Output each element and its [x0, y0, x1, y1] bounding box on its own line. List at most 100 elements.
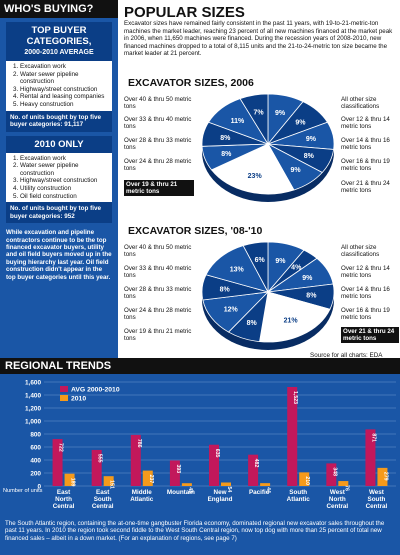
pie-0810-label: Over 28 & thru 33 metric tons	[124, 286, 192, 300]
bar-value-label: 151	[109, 480, 115, 489]
x-tick-label: Central	[326, 503, 348, 510]
sidebar-note: While excavation and pipeline contractor…	[6, 229, 112, 281]
only-2010-heading: 2010 ONLY	[6, 135, 112, 153]
list-item: Utility construction	[20, 185, 108, 193]
pie-2006-label: Over 21 & thru 24 metric tons	[341, 180, 390, 194]
x-tick-label: West	[369, 489, 385, 496]
top-buyer-heading: TOP BUYER CATEGORIES, 2000-2010 AVERAGE	[6, 22, 112, 61]
pie-2006-label: Over 14 & thru 16 metric tons	[341, 137, 390, 151]
x-tick-label: North	[329, 496, 346, 503]
top-buyer-card: TOP BUYER CATEGORIES, 2000-2010 AVERAGE …	[6, 22, 112, 132]
pie-slice-label: 8%	[306, 293, 317, 300]
pie-0810-label: Over 19 & thru 21 metric tons	[124, 328, 192, 342]
bar-value-label: 189	[70, 478, 76, 487]
y-tick-label: 1,400	[25, 392, 41, 399]
x-tick-label: New	[214, 489, 227, 496]
legend-label: AVG 2000-2010	[71, 387, 120, 394]
x-tick-label: England	[208, 496, 233, 503]
pie-slice-label: 11%	[231, 118, 245, 125]
pie-2006-label: Over 33 & thru 40 metric tons	[124, 116, 192, 130]
y-tick-label: 1,200	[25, 405, 41, 412]
regional-trends-title: REGIONAL TRENDS	[0, 358, 400, 374]
list-item: Excavation work	[20, 155, 108, 163]
bar	[221, 482, 231, 486]
pie-slice-label: 9%	[302, 275, 313, 282]
y-axis-label: Number of units	[3, 488, 43, 494]
bar	[130, 434, 141, 486]
bar-value-label: 54	[226, 486, 232, 492]
x-tick-label: South	[368, 496, 386, 503]
list-item: Rental and leasing companies	[20, 93, 108, 101]
x-tick-label: Central	[366, 503, 388, 510]
bar-value-label: 237	[148, 475, 154, 484]
y-tick-label: 1,000	[25, 418, 41, 425]
pie-slice-label: 12%	[224, 307, 239, 314]
pie-0810-label: Over 33 & thru 40 metric tons	[124, 265, 192, 279]
top-buyer-list: Excavation work Water sewer pipeline con…	[6, 61, 112, 111]
bar-value-label: 43	[187, 487, 193, 493]
x-tick-label: East	[96, 489, 110, 496]
pie-2006-label: Over 24 & thru 28 metric tons	[124, 158, 192, 172]
x-tick-label: South	[94, 496, 112, 503]
list-item: Highway/street construction	[20, 86, 108, 94]
bar	[142, 470, 153, 486]
pie-2006-label-highlight: Over 19 & thru 21 metric tons	[124, 180, 194, 196]
bar-value-label: 871	[370, 433, 376, 442]
pie-slice-label: 9%	[275, 110, 286, 117]
y-tick-label: 1,600	[25, 379, 41, 386]
x-tick-label: Atlantic	[287, 496, 311, 503]
pie-slice-label: 9%	[290, 167, 301, 174]
x-tick-label: Atlantic	[130, 496, 154, 503]
top-buyer-title: TOP BUYER CATEGORIES,	[26, 25, 92, 47]
pie-0810-title: EXCAVATOR SIZES, '08-'10	[128, 225, 263, 237]
y-tick-label: 400	[30, 457, 41, 464]
pie-slice	[205, 245, 269, 293]
bar	[181, 483, 192, 486]
x-tick-label: Middle	[132, 489, 152, 496]
list-item: Excavation work	[20, 63, 108, 71]
x-tick-label: Mountain	[167, 489, 195, 496]
x-tick-label: North	[55, 496, 72, 503]
pie-slice	[259, 291, 331, 343]
legend-swatch	[60, 395, 68, 401]
regional-bar-chart: 0 200 400 600 800 1,000 1,200 1,400 1,600 Number …	[0, 374, 400, 519]
pie-slice	[242, 241, 269, 293]
bar	[299, 472, 310, 486]
pie-0810-chart: 9%4%9%8%21%8%12%8%13%6%	[201, 241, 335, 350]
bar	[169, 460, 180, 486]
popular-sizes-intro: Excavator sizes have remained fairly con…	[124, 20, 393, 58]
bar	[209, 444, 219, 486]
top-buyer-footer: No. of units bought by top five buyer ca…	[6, 110, 112, 132]
bar	[377, 467, 388, 486]
bar	[260, 483, 271, 486]
list-item: Water sewer pipeline construction	[20, 71, 108, 86]
bar-value-label: 786	[136, 439, 142, 448]
bar	[338, 481, 349, 486]
bar	[365, 429, 376, 486]
pie-slice-label: 21%	[284, 318, 299, 325]
pie-slice-label: 9%	[295, 119, 306, 126]
pie-0810-label: Over 24 & thru 28 metric tons	[124, 307, 192, 321]
sidebar-header: WHO'S BUYING?	[0, 0, 118, 18]
legend-label: 2010	[71, 396, 86, 403]
pie-slice	[239, 93, 269, 146]
pie-0810-label: Over 12 & thru 14 metric tons	[341, 265, 390, 279]
pie-0810-label: Over 14 & thru 16 metric tons	[341, 286, 390, 300]
pie-slice-label: 4%	[291, 264, 302, 271]
x-tick-label: West	[330, 489, 346, 496]
top-buyer-subtitle: 2000-2010 AVERAGE	[24, 49, 94, 56]
bar-value-label: 482	[253, 459, 259, 468]
only-2010-footer: No. of units bought by top five buyer ca…	[6, 202, 112, 224]
pie-2006-chart: 9%9%9%8%9%23%8%8%11%7%	[201, 93, 335, 202]
x-tick-label: Pacific	[249, 489, 270, 496]
pie-2006-label: Over 40 & thru 50 metric tons	[124, 96, 192, 110]
list-item: Highway/street construction	[20, 177, 108, 185]
x-tick-label: Central	[92, 503, 114, 510]
pie-slice-label: 8%	[220, 286, 231, 293]
pie-slice-label: 8%	[221, 151, 232, 158]
pie-slice-label: 6%	[255, 257, 266, 264]
x-tick-label: South	[289, 489, 307, 496]
only-2010-list: Excavation work Water sewer pipeline con…	[6, 153, 112, 203]
pie-slice-label: 7%	[254, 109, 265, 116]
pie-2006-label: Over 16 & thru 19 metric tons	[341, 158, 390, 172]
